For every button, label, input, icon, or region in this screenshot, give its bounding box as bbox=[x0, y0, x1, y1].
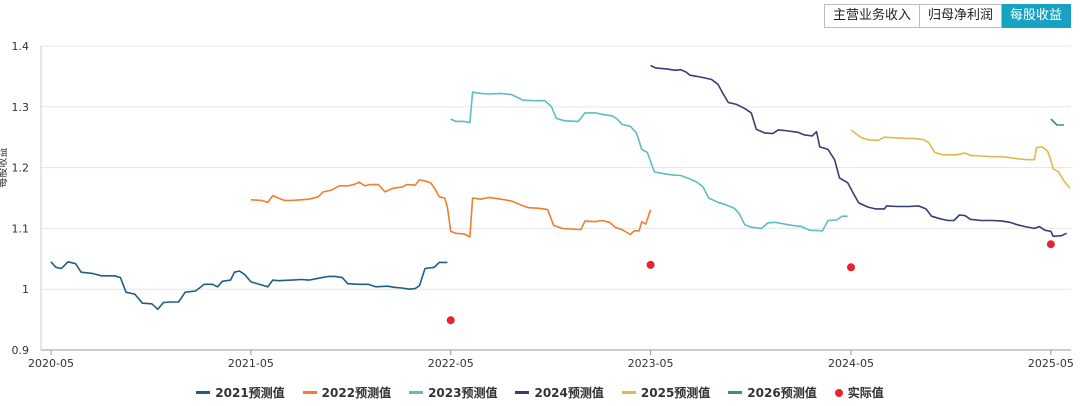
actual-value-point bbox=[1046, 240, 1055, 249]
x-tick-label: 2020-05 bbox=[28, 357, 74, 370]
metric-tabs: 主营业务收入 归母净利润 每股收益 bbox=[823, 4, 1071, 28]
legend-label: 2022预测值 bbox=[321, 386, 392, 400]
forecast-line-series-5 bbox=[1050, 118, 1064, 126]
legend-swatch bbox=[515, 391, 530, 394]
tab-net-profit[interactable]: 归母净利润 bbox=[919, 4, 1002, 28]
x-tick-label: 2021-05 bbox=[228, 357, 274, 370]
legend-item[interactable]: 实际值 bbox=[834, 384, 884, 401]
y-axis-title: 每股收益 bbox=[0, 148, 9, 188]
forecast-line-series-3 bbox=[650, 64, 1068, 238]
legend-label: 2021预测值 bbox=[215, 386, 285, 400]
legend-swatch bbox=[409, 391, 424, 394]
legend-label: 2026预测值 bbox=[747, 386, 817, 400]
x-tick-label: 2023-05 bbox=[628, 357, 674, 370]
forecast-line-series-1 bbox=[250, 179, 652, 238]
tab-main-revenue[interactable]: 主营业务收入 bbox=[823, 4, 920, 28]
actual-value-point bbox=[646, 260, 655, 269]
actual-value-point bbox=[847, 263, 855, 272]
forecast-line-series-2 bbox=[450, 91, 848, 232]
legend-item[interactable]: 2022预测值 bbox=[302, 384, 392, 401]
y-tick-label: 1.4 bbox=[12, 40, 30, 53]
actual-value-point bbox=[446, 316, 455, 325]
tab-eps[interactable]: 每股收益 bbox=[1001, 4, 1071, 28]
y-tick-label: 1 bbox=[22, 283, 29, 296]
y-tick-label: 1.1 bbox=[12, 222, 30, 235]
y-tick-label: 1.3 bbox=[12, 101, 30, 114]
legend-swatch bbox=[834, 388, 843, 397]
legend-item[interactable]: 2026预测值 bbox=[728, 384, 817, 401]
legend-swatch bbox=[302, 391, 317, 394]
legend-swatch bbox=[621, 391, 636, 394]
legend-label: 2024预测值 bbox=[534, 386, 604, 400]
legend-label: 2025预测值 bbox=[640, 386, 711, 400]
legend-label: 2023预测值 bbox=[428, 386, 498, 400]
forecast-line-series-4 bbox=[850, 129, 1071, 189]
legend-label: 实际值 bbox=[847, 386, 884, 400]
x-tick-label: 2024-05 bbox=[828, 357, 874, 370]
forecast-line-series-0 bbox=[50, 261, 448, 311]
legend-item[interactable]: 2021预测值 bbox=[196, 384, 285, 401]
legend-item[interactable]: 2023预测值 bbox=[409, 384, 497, 401]
y-tick-label: 1.2 bbox=[12, 162, 30, 175]
y-tick-label: 0.9 bbox=[12, 344, 30, 357]
legend-item[interactable]: 2025预测值 bbox=[621, 384, 711, 401]
x-tick-label: 2022-05 bbox=[428, 357, 474, 370]
x-tick-label: 2025-05 bbox=[1028, 357, 1074, 370]
legend-swatch bbox=[728, 391, 743, 394]
legend-swatch bbox=[196, 391, 211, 394]
chart-legend: 2021预测值 2022预测值 2023预测值 2024预测值 2025预测值 2026预… bbox=[0, 384, 1080, 401]
legend-item[interactable]: 2024预测值 bbox=[515, 384, 604, 401]
